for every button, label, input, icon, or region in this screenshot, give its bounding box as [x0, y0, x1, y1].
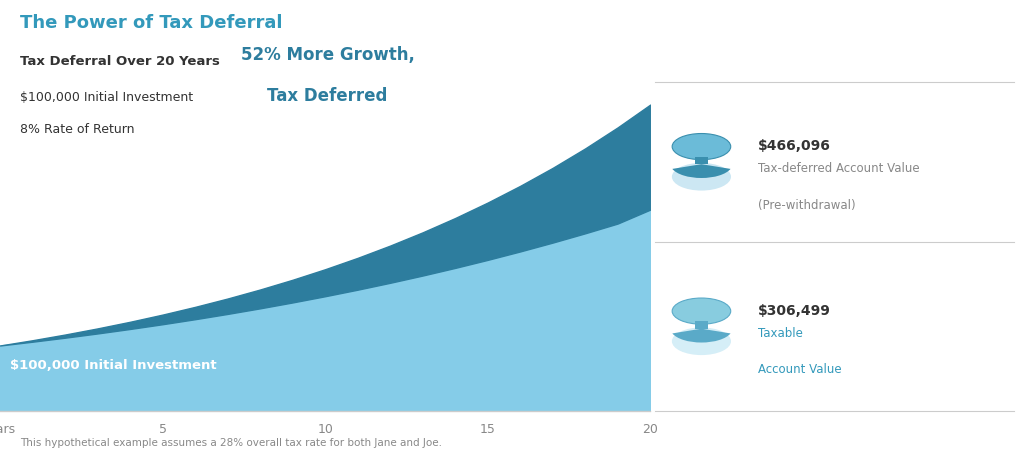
Text: $306,499: $306,499 [758, 304, 830, 318]
Text: Taxable: Taxable [758, 327, 803, 340]
Text: Tax Deferred: Tax Deferred [267, 87, 388, 105]
Text: $466,096: $466,096 [758, 139, 830, 154]
Text: 8% Rate of Return: 8% Rate of Return [20, 123, 135, 136]
Text: The Power of Tax Deferral: The Power of Tax Deferral [20, 14, 283, 32]
Text: Tax-deferred Account Value: Tax-deferred Account Value [758, 162, 920, 175]
Text: Tax Deferral Over 20 Years: Tax Deferral Over 20 Years [20, 55, 220, 68]
Text: Account Value: Account Value [758, 363, 842, 376]
Text: 52% More Growth,: 52% More Growth, [241, 46, 415, 64]
Text: (Pre-withdrawal): (Pre-withdrawal) [758, 199, 855, 212]
Text: This hypothetical example assumes a 28% overall tax rate for both Jane and Joe.: This hypothetical example assumes a 28% … [20, 438, 442, 448]
Text: $100,000 Initial Investment: $100,000 Initial Investment [10, 359, 216, 372]
Text: $100,000 Initial Investment: $100,000 Initial Investment [20, 91, 194, 104]
